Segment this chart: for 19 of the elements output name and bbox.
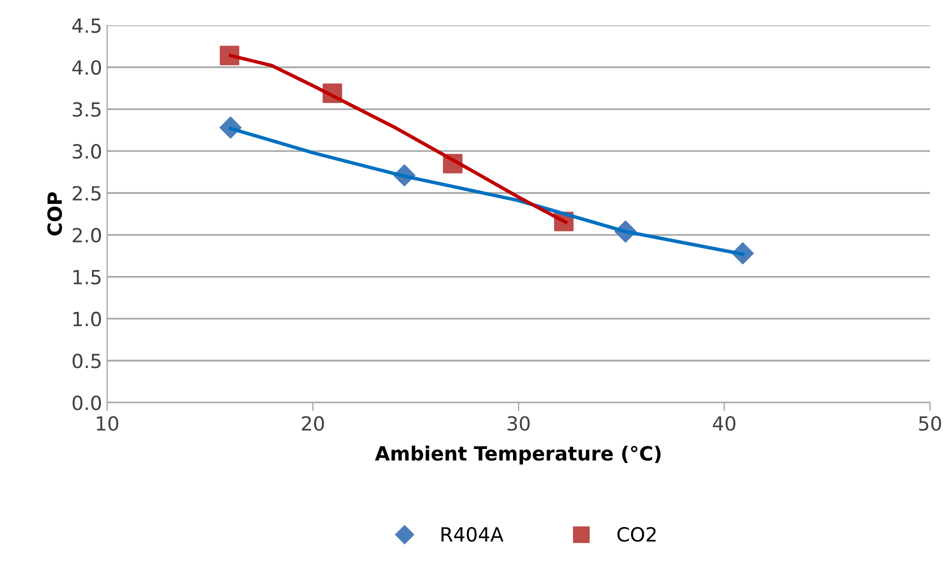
x-tick-label: 10 bbox=[96, 416, 118, 431]
y-tick-label: 2.0 bbox=[72, 228, 101, 243]
y-tick-label: 4.0 bbox=[72, 60, 101, 75]
y-tick-label: 4.5 bbox=[72, 18, 101, 33]
y-tick-label: 1.0 bbox=[73, 312, 101, 326]
x-tick-label: 50 bbox=[919, 416, 942, 431]
x-tick-label: 30 bbox=[508, 416, 530, 431]
y-tick-label: 0.0 bbox=[72, 396, 101, 410]
x-tick-label: 40 bbox=[712, 416, 736, 431]
y-tick-label: 1.5 bbox=[73, 270, 101, 284]
legend-label: R404A bbox=[442, 527, 504, 542]
y-tick-label: 0.5 bbox=[72, 354, 101, 368]
y-axis-title: COP bbox=[47, 192, 62, 236]
y-tick-label: 2.5 bbox=[72, 186, 101, 201]
x-axis-title: Ambient Temperature (°C) bbox=[374, 446, 661, 464]
y-tick-label: 3.0 bbox=[72, 144, 101, 159]
x-tick-label: 20 bbox=[302, 416, 324, 431]
legend-label: CO2 bbox=[617, 527, 656, 542]
y-tick-label: 3.5 bbox=[72, 102, 101, 117]
